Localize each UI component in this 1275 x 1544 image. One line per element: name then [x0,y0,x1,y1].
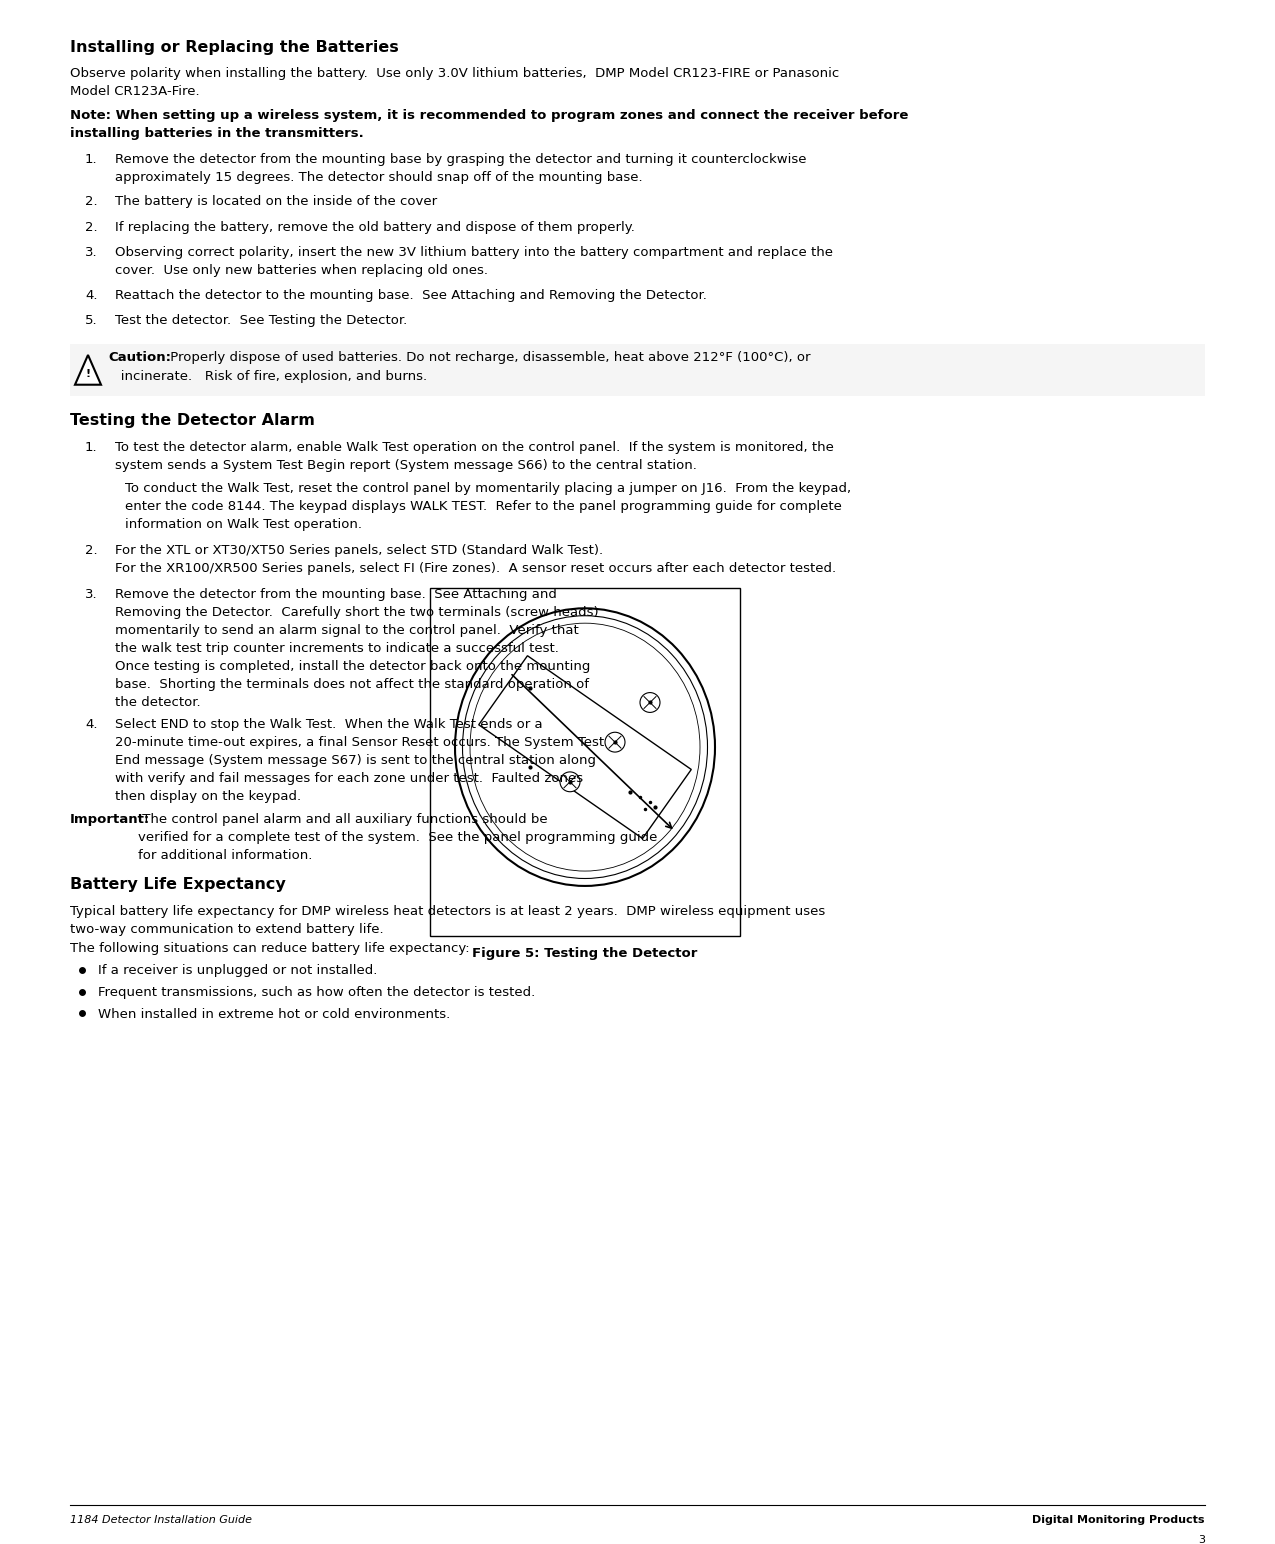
Text: Frequent transmissions, such as how often the detector is tested.: Frequent transmissions, such as how ofte… [98,987,536,999]
Text: To conduct the Walk Test, reset the control panel by momentarily placing a jumpe: To conduct the Walk Test, reset the cont… [125,482,852,531]
Text: Note: When setting up a wireless system, it is recommended to program zones and : Note: When setting up a wireless system,… [70,110,908,141]
Text: 4.: 4. [85,289,97,301]
Text: Battery Life Expectancy: Battery Life Expectancy [70,877,286,892]
Circle shape [606,732,625,752]
Text: Observing correct polarity, insert the new 3V lithium battery into the battery c: Observing correct polarity, insert the n… [115,245,833,276]
Text: The following situations can reduce battery life expectancy:: The following situations can reduce batt… [70,942,469,956]
Text: The battery is located on the inside of the cover: The battery is located on the inside of … [115,196,437,208]
Text: Properly dispose of used batteries. Do not recharge, disassemble, heat above 212: Properly dispose of used batteries. Do n… [166,350,811,364]
Text: 2.: 2. [85,196,98,208]
Text: Remove the detector from the mounting base by grasping the detector and turning : Remove the detector from the mounting ba… [115,153,807,184]
Text: Observe polarity when installing the battery.  Use only 3.0V lithium batteries, : Observe polarity when installing the bat… [70,68,839,99]
Text: 4.: 4. [85,718,97,730]
Text: For the XTL or XT30/XT50 Series panels, select STD (Standard Walk Test).
For the: For the XTL or XT30/XT50 Series panels, … [115,543,836,574]
Text: If replacing the battery, remove the old battery and dispose of them properly.: If replacing the battery, remove the old… [115,221,635,233]
Ellipse shape [455,608,715,886]
Text: Reattach the detector to the mounting base.  See Attaching and Removing the Dete: Reattach the detector to the mounting ba… [115,289,706,301]
Text: incinerate.   Risk of fire, explosion, and burns.: incinerate. Risk of fire, explosion, and… [108,371,427,383]
Circle shape [640,693,660,712]
Text: 1.: 1. [85,153,98,165]
Text: Test the detector.  See Testing the Detector.: Test the detector. See Testing the Detec… [115,313,407,327]
Text: 3: 3 [1198,1535,1205,1544]
Text: 3.: 3. [85,245,98,259]
Text: 5.: 5. [85,313,98,327]
Text: Figure 5: Testing the Detector: Figure 5: Testing the Detector [472,948,697,960]
Bar [478,656,691,838]
Text: If a receiver is unplugged or not installed.: If a receiver is unplugged or not instal… [98,965,377,977]
Ellipse shape [463,616,708,879]
Text: To test the detector alarm, enable Walk Test operation on the control panel.  If: To test the detector alarm, enable Walk … [115,442,834,472]
Text: When installed in extreme hot or cold environments.: When installed in extreme hot or cold en… [98,1008,450,1021]
Text: The control panel alarm and all auxiliary functions should be
verified for a com: The control panel alarm and all auxiliar… [138,812,658,862]
Text: 2.: 2. [85,543,98,557]
FancyBboxPatch shape [430,588,740,936]
Text: Typical battery life expectancy for DMP wireless heat detectors is at least 2 ye: Typical battery life expectancy for DMP … [70,905,825,936]
Text: Installing or Replacing the Batteries: Installing or Replacing the Batteries [70,40,399,54]
Text: 1.: 1. [85,442,98,454]
Text: Important:: Important: [70,812,150,826]
Ellipse shape [470,624,700,871]
Text: 1184 Detector Installation Guide: 1184 Detector Installation Guide [70,1515,252,1525]
Text: Testing the Detector Alarm: Testing the Detector Alarm [70,414,315,429]
Text: Select END to stop the Walk Test.  When the Walk Test ends or a
20-minute time-o: Select END to stop the Walk Test. When t… [115,718,604,803]
Text: 2.: 2. [85,221,98,233]
Polygon shape [75,355,101,384]
Text: !: ! [85,369,91,378]
Text: Caution:: Caution: [108,350,171,364]
Circle shape [560,772,580,792]
Text: Remove the detector from the mounting base.  See Attaching and
Removing the Dete: Remove the detector from the mounting ba… [115,588,599,710]
Text: Digital Monitoring Products: Digital Monitoring Products [1033,1515,1205,1525]
Text: 3.: 3. [85,588,98,602]
FancyBboxPatch shape [70,344,1205,395]
